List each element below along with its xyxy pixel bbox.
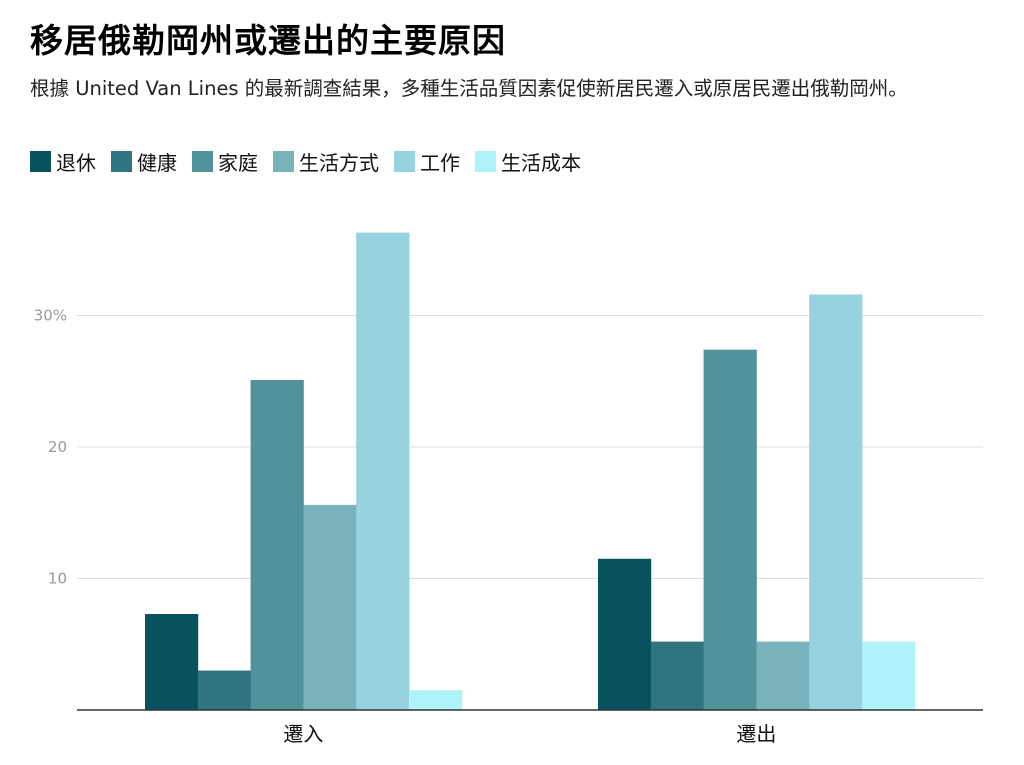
bar (703, 349, 757, 710)
x-category-label: 遷出 (736, 722, 776, 746)
legend-label: 家庭 (218, 151, 258, 175)
y-tick-label: 20 (48, 438, 67, 456)
legend-item: 生活成本 (475, 147, 581, 176)
bar (809, 294, 863, 710)
legend-swatch (394, 151, 415, 172)
bar (145, 614, 199, 710)
legend-label: 退休 (56, 151, 96, 175)
bar (250, 379, 304, 710)
legend-item: 工作 (394, 147, 460, 176)
legend-label: 工作 (420, 151, 460, 175)
legend-label: 生活成本 (501, 151, 581, 175)
chart-subtitle: 根據 United Van Lines 的最新調查結果，多種生活品質因素促使新居… (30, 77, 908, 100)
legend-swatch (111, 151, 132, 172)
bar (756, 641, 810, 710)
x-category-label: 遷入 (283, 722, 323, 746)
bar (598, 558, 652, 710)
bar (197, 670, 251, 710)
y-tick-label: 10 (48, 570, 67, 588)
legend-item: 健康 (111, 147, 177, 176)
legend-item: 家庭 (192, 147, 258, 176)
legend-swatch (192, 151, 213, 172)
legend-item: 退休 (30, 147, 96, 176)
legend-label: 健康 (137, 151, 177, 175)
legend-swatch (475, 151, 496, 172)
bar (862, 641, 916, 710)
legend-label: 生活方式 (299, 151, 379, 175)
legend-item: 生活方式 (273, 147, 379, 176)
legend-swatch (273, 151, 294, 172)
bar (409, 690, 463, 710)
bar (303, 504, 357, 710)
bar (356, 232, 410, 710)
legend-swatch (30, 151, 51, 172)
chart-legend: 退休 健康 家庭 生活方式 工作 生活成本 (30, 147, 596, 176)
y-tick-label: 30% (34, 307, 67, 325)
bar (650, 641, 704, 710)
chart-title: 移居俄勒岡州或遷出的主要原因 (30, 21, 506, 60)
